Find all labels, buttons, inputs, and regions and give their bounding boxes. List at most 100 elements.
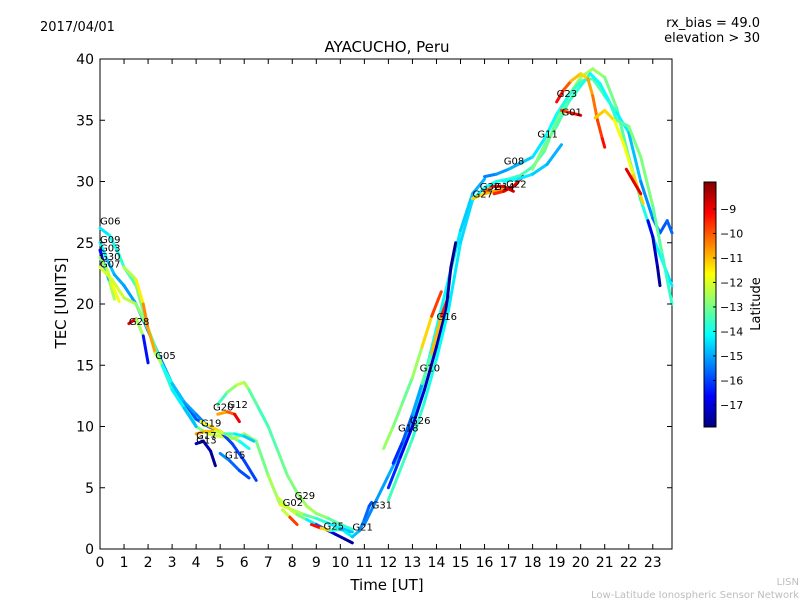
satellite-label: G16 [436, 312, 456, 323]
series-segment [237, 469, 251, 480]
series-segment [209, 425, 222, 433]
series-segment [422, 345, 438, 392]
series-segment [288, 515, 299, 526]
series-segment [228, 434, 241, 443]
x-tick-label: 18 [524, 555, 542, 571]
series-segment [555, 94, 571, 116]
series-segment [305, 504, 318, 515]
series-segment [639, 180, 655, 220]
series-segment [516, 172, 535, 181]
series-segment [507, 173, 523, 181]
series-segment [555, 100, 571, 128]
satellite-label: G21 [352, 523, 372, 534]
satellite-label: G27 [473, 189, 493, 200]
series-segment [531, 162, 549, 176]
x-tick-label: 9 [312, 555, 321, 571]
series-segment [276, 449, 289, 477]
series-segment [434, 278, 450, 330]
series-segment [446, 241, 463, 312]
series-segment [290, 508, 306, 517]
series-segment [242, 434, 256, 443]
series-G20 [216, 410, 241, 424]
series-segment [319, 526, 333, 533]
series-segment [314, 511, 330, 520]
x-tick-label: 11 [355, 555, 373, 571]
series-G17 [194, 429, 256, 443]
series-segment [502, 184, 515, 193]
colorbar-gradient [703, 181, 717, 428]
series-segment [225, 383, 239, 394]
bias-label: rx_bias = 49.0 [666, 16, 760, 31]
satellite-label: G12 [227, 400, 247, 411]
series-segment [651, 235, 660, 269]
colorbar-tick-label: −15 [720, 350, 743, 363]
colorbar-tick-label: −9 [720, 203, 736, 216]
series-segment [170, 388, 186, 410]
series-segment [598, 82, 612, 104]
x-tick-label: 14 [428, 555, 446, 571]
satellite-label: G06 [100, 216, 120, 227]
series-segment [98, 226, 112, 237]
series-segment [660, 253, 674, 306]
series-segment [170, 382, 186, 404]
series-G06 [98, 226, 354, 534]
series-segment [639, 155, 655, 208]
series-segment [545, 143, 563, 166]
series-G31 [362, 177, 487, 526]
series-segment [254, 439, 270, 477]
series-segment [459, 192, 475, 232]
satellite-label: G22 [506, 180, 526, 191]
series-segment [329, 527, 342, 533]
x-tick-label: 2 [144, 555, 153, 571]
y-axis-label: TEC [UNITS] [52, 258, 70, 350]
x-axis-label: Time [UT] [349, 576, 423, 594]
credit-lisn: LISN [777, 577, 799, 588]
series-G-seg2 [624, 167, 643, 196]
series-segment [398, 418, 414, 453]
x-tick-label: 20 [572, 555, 590, 571]
series-segment [430, 290, 443, 318]
series-segment [302, 513, 318, 520]
series-segment [420, 351, 434, 386]
satellite-label: G11 [537, 129, 557, 140]
series-segment [233, 412, 241, 424]
series-segment [531, 143, 547, 171]
series-segment [247, 388, 261, 410]
series-segment [658, 219, 669, 235]
x-tick-label: 7 [264, 555, 273, 571]
series-segment [314, 516, 330, 525]
series-segment [108, 233, 121, 257]
series-segment [122, 265, 138, 281]
series-segment [543, 112, 559, 141]
series-segment [567, 84, 583, 104]
series-segment [98, 265, 114, 281]
series-segment [266, 425, 280, 453]
y-tick-label: 35 [76, 113, 94, 129]
series-G27 [471, 187, 506, 201]
x-tick-label: 21 [596, 555, 614, 571]
colorbar-label: Latitude [749, 277, 764, 331]
series-segment [588, 72, 602, 85]
series-segment [343, 537, 354, 545]
colorbar-tick-label: −10 [720, 227, 743, 240]
series-segment [434, 308, 448, 349]
satellite-label: G13 [196, 436, 216, 447]
colorbar-tick-label: −16 [720, 374, 743, 387]
series-segment [146, 327, 157, 355]
series-segment [374, 474, 390, 502]
series-segment [209, 449, 217, 468]
elevation-label: elevation > 30 [664, 31, 760, 46]
series-G23 [555, 72, 607, 149]
series-segment [656, 265, 662, 288]
colorbar: −9 −10 −11 −12 −13 −14 −15 −16 −17 [703, 181, 743, 428]
series-segment [519, 155, 535, 165]
satellite-label: G28 [129, 317, 149, 328]
series-segment [483, 172, 499, 179]
satellite-label: G23 [557, 89, 577, 100]
series-segment [459, 198, 475, 245]
series-segment [194, 429, 208, 436]
satellite-label: G30 [100, 252, 120, 263]
series-segment [622, 143, 636, 177]
series-segment [98, 255, 109, 272]
